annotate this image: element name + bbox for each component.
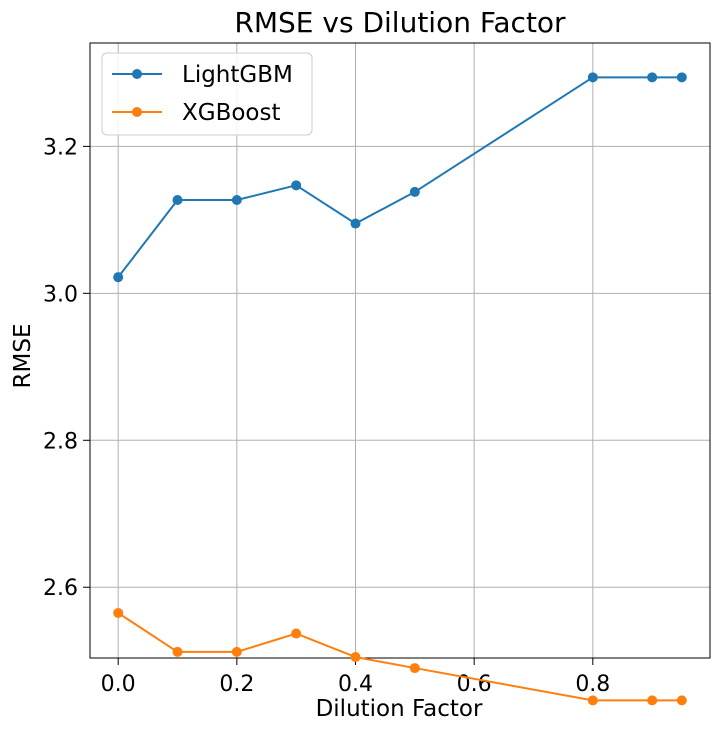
data-point-lightgbm bbox=[410, 187, 420, 197]
x-axis: 0.0 0.2 0.4 0.6 0.8 bbox=[101, 658, 611, 697]
data-point-lightgbm bbox=[677, 72, 687, 82]
chart-title: RMSE vs Dilution Factor bbox=[234, 6, 566, 39]
data-point-xgboost bbox=[173, 647, 183, 657]
x-tick-label: 0.0 bbox=[101, 672, 136, 697]
data-point-lightgbm bbox=[647, 72, 657, 82]
data-point-xgboost bbox=[410, 663, 420, 673]
x-tick-label: 0.8 bbox=[575, 672, 610, 697]
legend: LightGBM XGBoost bbox=[102, 53, 312, 135]
data-point-lightgbm bbox=[351, 219, 361, 229]
data-point-xgboost bbox=[647, 695, 657, 705]
data-point-xgboost bbox=[677, 695, 687, 705]
y-tick-label: 2.6 bbox=[43, 576, 78, 601]
data-point-xgboost bbox=[113, 608, 123, 618]
data-point-lightgbm bbox=[232, 195, 242, 205]
legend-label: LightGBM bbox=[182, 62, 293, 88]
x-axis-label: Dilution Factor bbox=[316, 696, 483, 722]
y-axis-label: RMSE bbox=[10, 324, 36, 389]
data-point-xgboost bbox=[232, 647, 242, 657]
y-tick-label: 3.2 bbox=[43, 135, 78, 160]
y-tick-label: 3.0 bbox=[43, 282, 78, 307]
legend-label: XGBoost bbox=[182, 100, 281, 126]
x-tick-label: 0.4 bbox=[338, 672, 373, 697]
y-axis: 2.6 2.8 3.0 3.2 bbox=[43, 135, 90, 601]
data-point-lightgbm bbox=[291, 180, 301, 190]
x-tick-label: 0.2 bbox=[219, 672, 254, 697]
series-layer bbox=[113, 72, 687, 705]
legend-marker bbox=[132, 107, 142, 117]
data-point-xgboost bbox=[351, 652, 361, 662]
data-point-xgboost bbox=[588, 695, 598, 705]
data-point-xgboost bbox=[291, 629, 301, 639]
data-point-lightgbm bbox=[173, 195, 183, 205]
data-point-lightgbm bbox=[588, 72, 598, 82]
data-point-lightgbm bbox=[113, 272, 123, 282]
y-tick-label: 2.8 bbox=[43, 429, 78, 454]
legend-marker bbox=[132, 69, 142, 79]
